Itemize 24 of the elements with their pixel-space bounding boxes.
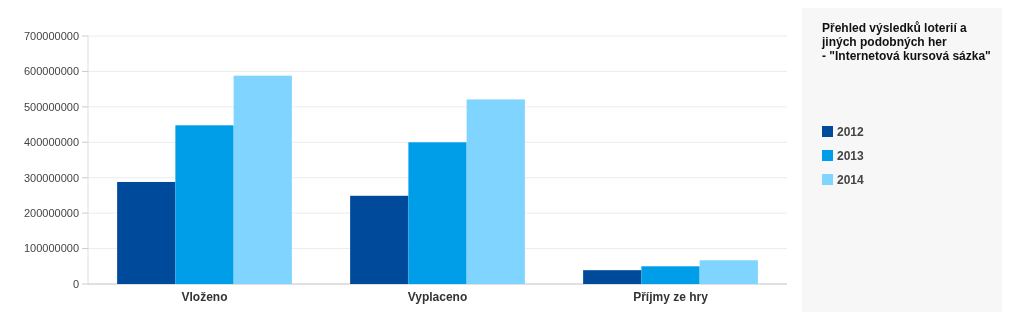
y-tick-label: 600000000 — [23, 65, 79, 78]
y-tick-label: 100000000 — [23, 242, 79, 255]
bar — [233, 75, 292, 284]
y-tick-label: 400000000 — [23, 136, 79, 149]
legend-label: 2013 — [837, 149, 865, 163]
text: Přehled výsledků loterií a jiných podobných her - "Internetová kursová sázka" — [821, 21, 991, 63]
x-tick-label: Příjmy ze hry — [633, 290, 709, 304]
bar — [466, 99, 525, 284]
bar — [350, 195, 409, 284]
bar — [408, 142, 467, 284]
bar — [583, 270, 642, 284]
y-tick-label: 700000000 — [23, 29, 79, 42]
legend-label: 2014 — [837, 173, 865, 187]
bar — [699, 260, 758, 284]
y-tick-label: 0 — [72, 277, 79, 290]
legend-label: 2012 — [837, 125, 865, 139]
x-tick-label: Vloženo — [181, 290, 228, 304]
y-tick-label: 500000000 — [23, 100, 79, 113]
bar — [117, 181, 176, 284]
x-tick-label: Vyplaceno — [407, 290, 468, 304]
bar — [175, 125, 234, 284]
bar — [641, 266, 700, 284]
y-tick-label: 200000000 — [23, 206, 79, 219]
y-tick-label: 300000000 — [23, 171, 79, 184]
